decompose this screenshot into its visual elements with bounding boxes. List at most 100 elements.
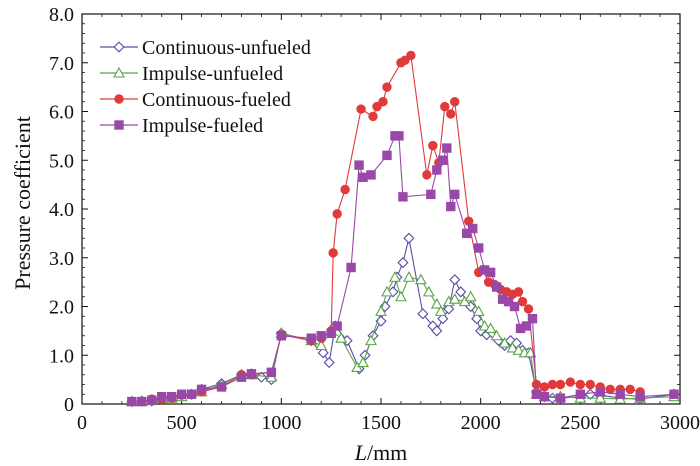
data-point-impulse-fueled xyxy=(382,150,392,161)
data-point-continuous-fueled xyxy=(625,384,635,395)
data-point-impulse-fueled xyxy=(316,331,326,341)
legend-label: Impulse-fueled xyxy=(142,115,263,137)
series-continuous-unfueled xyxy=(126,232,680,408)
data-point-impulse-fueled xyxy=(266,367,277,378)
x-tick-label: 0 xyxy=(77,412,87,434)
data-point-impulse-unfueled xyxy=(448,293,461,304)
data-point-continuous-fueled xyxy=(547,379,558,390)
data-point-impulse-fueled xyxy=(426,189,436,200)
x-tick-label: 3000 xyxy=(660,412,700,434)
data-point-impulse-unfueled xyxy=(490,329,503,341)
data-point-continuous-unfueled xyxy=(437,313,449,325)
data-point-continuous-unfueled xyxy=(397,257,409,269)
data-point-continuous-fueled xyxy=(328,248,338,258)
data-point-continuous-fueled xyxy=(356,104,366,114)
x-tick-label: 2500 xyxy=(560,412,600,434)
data-point-impulse-fueled xyxy=(503,296,514,307)
data-point-impulse-fueled xyxy=(346,262,356,273)
data-point-impulse-fueled xyxy=(398,192,408,202)
data-point-continuous-unfueled xyxy=(417,308,429,320)
y-tick-label: 0 xyxy=(64,394,74,416)
data-point-impulse-unfueled xyxy=(478,319,491,331)
legend-label: Impulse-unfueled xyxy=(142,63,283,85)
axis-ticks: 0 500 1000 1500 2000 2500 3000 0 1.0 2.0 3.0 4.0 5.0… xyxy=(49,4,700,434)
series-line-impulse-fueled xyxy=(131,135,675,403)
data-point-impulse-fueled xyxy=(358,172,368,183)
data-point-impulse-fueled xyxy=(186,389,197,399)
data-point-continuous-unfueled xyxy=(455,286,467,298)
data-point-impulse-unfueled xyxy=(594,392,607,403)
data-point-impulse-fueled xyxy=(462,228,472,239)
data-point-continuous-fueled xyxy=(400,55,410,66)
data-point-impulse-unfueled xyxy=(498,336,511,348)
data-point-impulse-unfueled xyxy=(402,271,415,282)
y-tick-label: 1.0 xyxy=(49,345,74,367)
legend-item-impulse-fueled: Impulse-fueled xyxy=(100,115,263,137)
data-point-impulse-fueled xyxy=(127,396,137,407)
legend-item-impulse-unfueled: Impulse-unfueled xyxy=(100,63,283,85)
data-point-impulse-fueled xyxy=(521,321,532,331)
data-point-impulse-fueled xyxy=(147,395,157,405)
legend-marker xyxy=(113,41,125,53)
y-tick-label: 8.0 xyxy=(49,4,74,26)
data-point-impulse-unfueled xyxy=(506,341,519,353)
data-point-impulse-fueled xyxy=(485,267,496,278)
data-point-impulse-fueled xyxy=(236,372,247,382)
y-tick-label: 4.0 xyxy=(49,199,74,221)
legend-marker xyxy=(113,66,125,78)
data-point-impulse-fueled xyxy=(306,333,316,343)
data-point-continuous-unfueled xyxy=(443,303,455,315)
data-point-impulse-unfueled xyxy=(365,334,377,346)
data-point-impulse-fueled xyxy=(531,389,542,399)
data-point-impulse-fueled xyxy=(157,391,167,402)
legend-item-continuous-unfueled: Continuous-unfueled xyxy=(100,37,311,59)
data-point-impulse-fueled xyxy=(509,301,520,312)
data-point-continuous-fueled xyxy=(585,379,595,390)
data-point-impulse-unfueled xyxy=(335,332,348,343)
data-point-continuous-fueled xyxy=(382,82,392,92)
data-point-continuous-fueled xyxy=(513,287,524,297)
legend-item-continuous-fueled: Continuous-fueled xyxy=(100,89,291,111)
data-point-impulse-fueled xyxy=(366,170,376,180)
data-point-impulse-unfueled xyxy=(422,285,435,297)
data-point-impulse-fueled xyxy=(669,389,679,399)
data-point-impulse-fueled xyxy=(635,391,645,402)
data-point-impulse-fueled xyxy=(216,382,227,392)
data-point-continuous-fueled xyxy=(340,184,350,195)
data-point-continuous-unfueled xyxy=(317,347,329,359)
data-point-continuous-fueled xyxy=(539,382,550,392)
data-point-continuous-fueled xyxy=(440,101,450,112)
data-point-continuous-fueled xyxy=(368,111,378,122)
data-point-impulse-fueled xyxy=(276,331,287,341)
x-tick-label: 500 xyxy=(167,412,197,434)
data-point-impulse-unfueled xyxy=(464,290,477,302)
data-point-impulse-fueled xyxy=(575,389,586,399)
legend-label: Continuous-unfueled xyxy=(142,37,311,59)
data-point-impulse-fueled xyxy=(326,328,336,339)
x-tick-label: 1500 xyxy=(361,412,401,434)
data-point-impulse-fueled xyxy=(246,369,257,379)
y-tick-label: 5.0 xyxy=(49,150,74,172)
data-point-impulse-unfueled xyxy=(315,339,328,351)
data-point-impulse-fueled xyxy=(167,391,177,402)
data-point-impulse-fueled xyxy=(196,384,207,395)
data-point-impulse-unfueled xyxy=(512,344,525,355)
data-point-impulse-fueled xyxy=(432,165,442,175)
data-point-impulse-unfueled xyxy=(394,290,407,302)
data-point-continuous-fueled xyxy=(406,50,416,61)
y-tick-label: 6.0 xyxy=(49,102,74,124)
x-axis-title-variable: L xyxy=(354,440,367,465)
data-point-impulse-unfueled xyxy=(434,305,447,316)
data-point-continuous-fueled xyxy=(575,379,586,390)
data-point-impulse-unfueled xyxy=(381,285,393,297)
data-point-impulse-fueled xyxy=(527,313,538,324)
data-point-impulse-fueled xyxy=(394,131,404,141)
data-point-continuous-fueled xyxy=(450,97,460,107)
data-point-impulse-fueled xyxy=(450,189,460,200)
legend-marker xyxy=(114,94,124,104)
data-point-impulse-fueled xyxy=(555,393,566,403)
data-point-impulse-unfueled xyxy=(484,322,497,333)
data-point-impulse-fueled xyxy=(442,143,452,153)
data-point-continuous-fueled xyxy=(372,101,382,112)
